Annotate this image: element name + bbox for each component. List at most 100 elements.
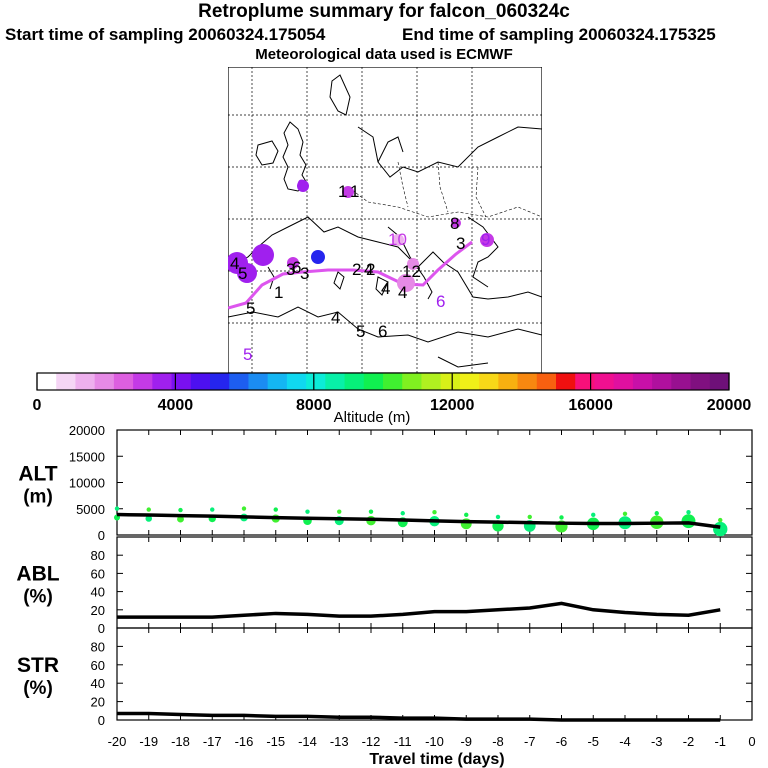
panel-ylabel: ALT (18, 463, 57, 486)
y-tick-label: 40 (91, 676, 105, 691)
altitude-cluster-dot (368, 509, 374, 514)
y-tick-label: 5000 (76, 502, 105, 517)
trajectory-line (228, 240, 473, 310)
colorbar-cell (229, 373, 249, 390)
colorbar-cell (402, 373, 422, 390)
cluster-circle (397, 274, 415, 292)
cluster-circle (252, 244, 274, 266)
map-label: 4 (230, 254, 239, 273)
colorbar-cell (421, 373, 442, 390)
y-tick-label: 0 (98, 621, 105, 636)
cluster-circle (392, 234, 404, 246)
colorbar-tick-label: 8000 (296, 397, 332, 414)
cluster-circle (311, 250, 325, 264)
altitude-cluster-dot (177, 515, 184, 523)
colorbar-cell (344, 373, 365, 390)
panel-ylabel-unit: (%) (23, 587, 53, 608)
altitude-cluster-dot (400, 511, 405, 516)
panel-ylabel: ABL (16, 563, 59, 586)
cluster-circle (407, 258, 419, 270)
series-line-alt (116, 512, 721, 529)
colorbar-cell (171, 373, 192, 390)
altitude-cluster-dot (145, 515, 152, 522)
colorbar-cell (536, 373, 557, 390)
map-label: 1 (338, 182, 347, 201)
colorbar-tick-label: 0 (33, 397, 42, 414)
x-axis-title: Travel time (days) (369, 751, 504, 768)
colorbar-cell (113, 373, 134, 390)
panel-alt: 0 5000 10000 15000 20000 ALT(m) (18, 423, 753, 543)
colorbar-cell (325, 373, 346, 390)
map-label: 9 (481, 230, 490, 249)
colorbar-cell (94, 373, 115, 390)
colorbar-cell (363, 373, 384, 390)
map-label: 2 (352, 260, 361, 279)
map-label: 4 (331, 308, 340, 327)
x-tick-label: -13 (330, 734, 349, 749)
x-tick-label: -11 (394, 734, 412, 749)
y-tick-label: 60 (91, 658, 105, 673)
borders (347, 161, 542, 218)
altitude-cluster-dot (146, 507, 151, 512)
colorbar-cell (133, 373, 153, 390)
x-tick-label: -9 (460, 734, 472, 749)
series-line-str (117, 711, 721, 722)
altitude-colorbar: 0 4000 8000 12000 16000 20000 Altitude (m) (33, 372, 752, 425)
colorbar-cell (152, 373, 173, 390)
y-tick-label: 0 (98, 528, 105, 543)
map-label: 1 (350, 182, 359, 201)
colorbar-cell (383, 373, 403, 390)
colorbar-tick-label: 16000 (568, 397, 613, 414)
colorbar-cell (210, 373, 230, 390)
altitude-cluster-dot (337, 509, 342, 514)
colorbar-ticks: 0 4000 8000 12000 16000 20000 (33, 373, 752, 414)
map-label: 6 (436, 292, 445, 311)
map-label: 4 (364, 260, 373, 279)
panel-abl: 0 20 40 60 80 ABL(%) (16, 536, 753, 636)
altitude-cluster-dot (559, 515, 564, 520)
colorbar-cell (690, 373, 711, 390)
x-tick-label: -4 (619, 734, 631, 749)
x-tick-label: -1 (714, 734, 726, 749)
meteo-source: Meteorological data used is ECMWF (255, 46, 513, 63)
y-tick-label: 40 (91, 585, 105, 600)
x-tick-label: -12 (362, 734, 381, 749)
map-label: 3 (456, 234, 465, 253)
series-line-abl (117, 601, 721, 619)
map-label: 10 (388, 230, 407, 249)
colorbar-tick-label: 20000 (707, 397, 752, 414)
altitude-cluster-dot (527, 514, 532, 520)
map-label: 5 (246, 299, 255, 318)
y-tick-label: 10000 (69, 476, 105, 491)
cluster-circle (237, 263, 257, 283)
time-series-plots: 05000100001500020000ALT(m)020406080ABL(%… (16, 423, 755, 768)
panel-frame (116, 627, 753, 721)
x-tick-label: -20 (108, 734, 127, 749)
altitude-cluster-dot (432, 510, 437, 515)
colorbar-cell (498, 373, 519, 390)
map-label: 6 (378, 322, 387, 341)
altitude-cluster-dot (178, 507, 183, 513)
y-tick-label: 0 (98, 713, 105, 728)
colorbar-cell (75, 373, 96, 390)
map-label: 12 (402, 262, 421, 281)
x-tick-label: -8 (492, 734, 504, 749)
altitude-cluster-dot (495, 514, 501, 520)
colorbar-cell (440, 373, 461, 390)
altitude-cluster-dot (210, 507, 215, 512)
altitude-cluster-dot (713, 521, 728, 537)
map-label: 0 (297, 176, 306, 195)
colorbar-cell (709, 373, 730, 390)
panel-ylabel-unit: (%) (23, 678, 53, 699)
start-time: Start time of sampling 20060324.175054 (5, 25, 326, 44)
x-tick-label: -5 (587, 734, 599, 749)
altitude-cluster-dot (654, 511, 659, 516)
x-tick-label: -3 (651, 734, 663, 749)
x-tick-label: -7 (524, 734, 536, 749)
map-label: 5 (238, 264, 247, 283)
x-tick-label: -19 (139, 734, 158, 749)
colorbar-cell (479, 373, 499, 390)
x-tick-label: -6 (556, 734, 568, 749)
